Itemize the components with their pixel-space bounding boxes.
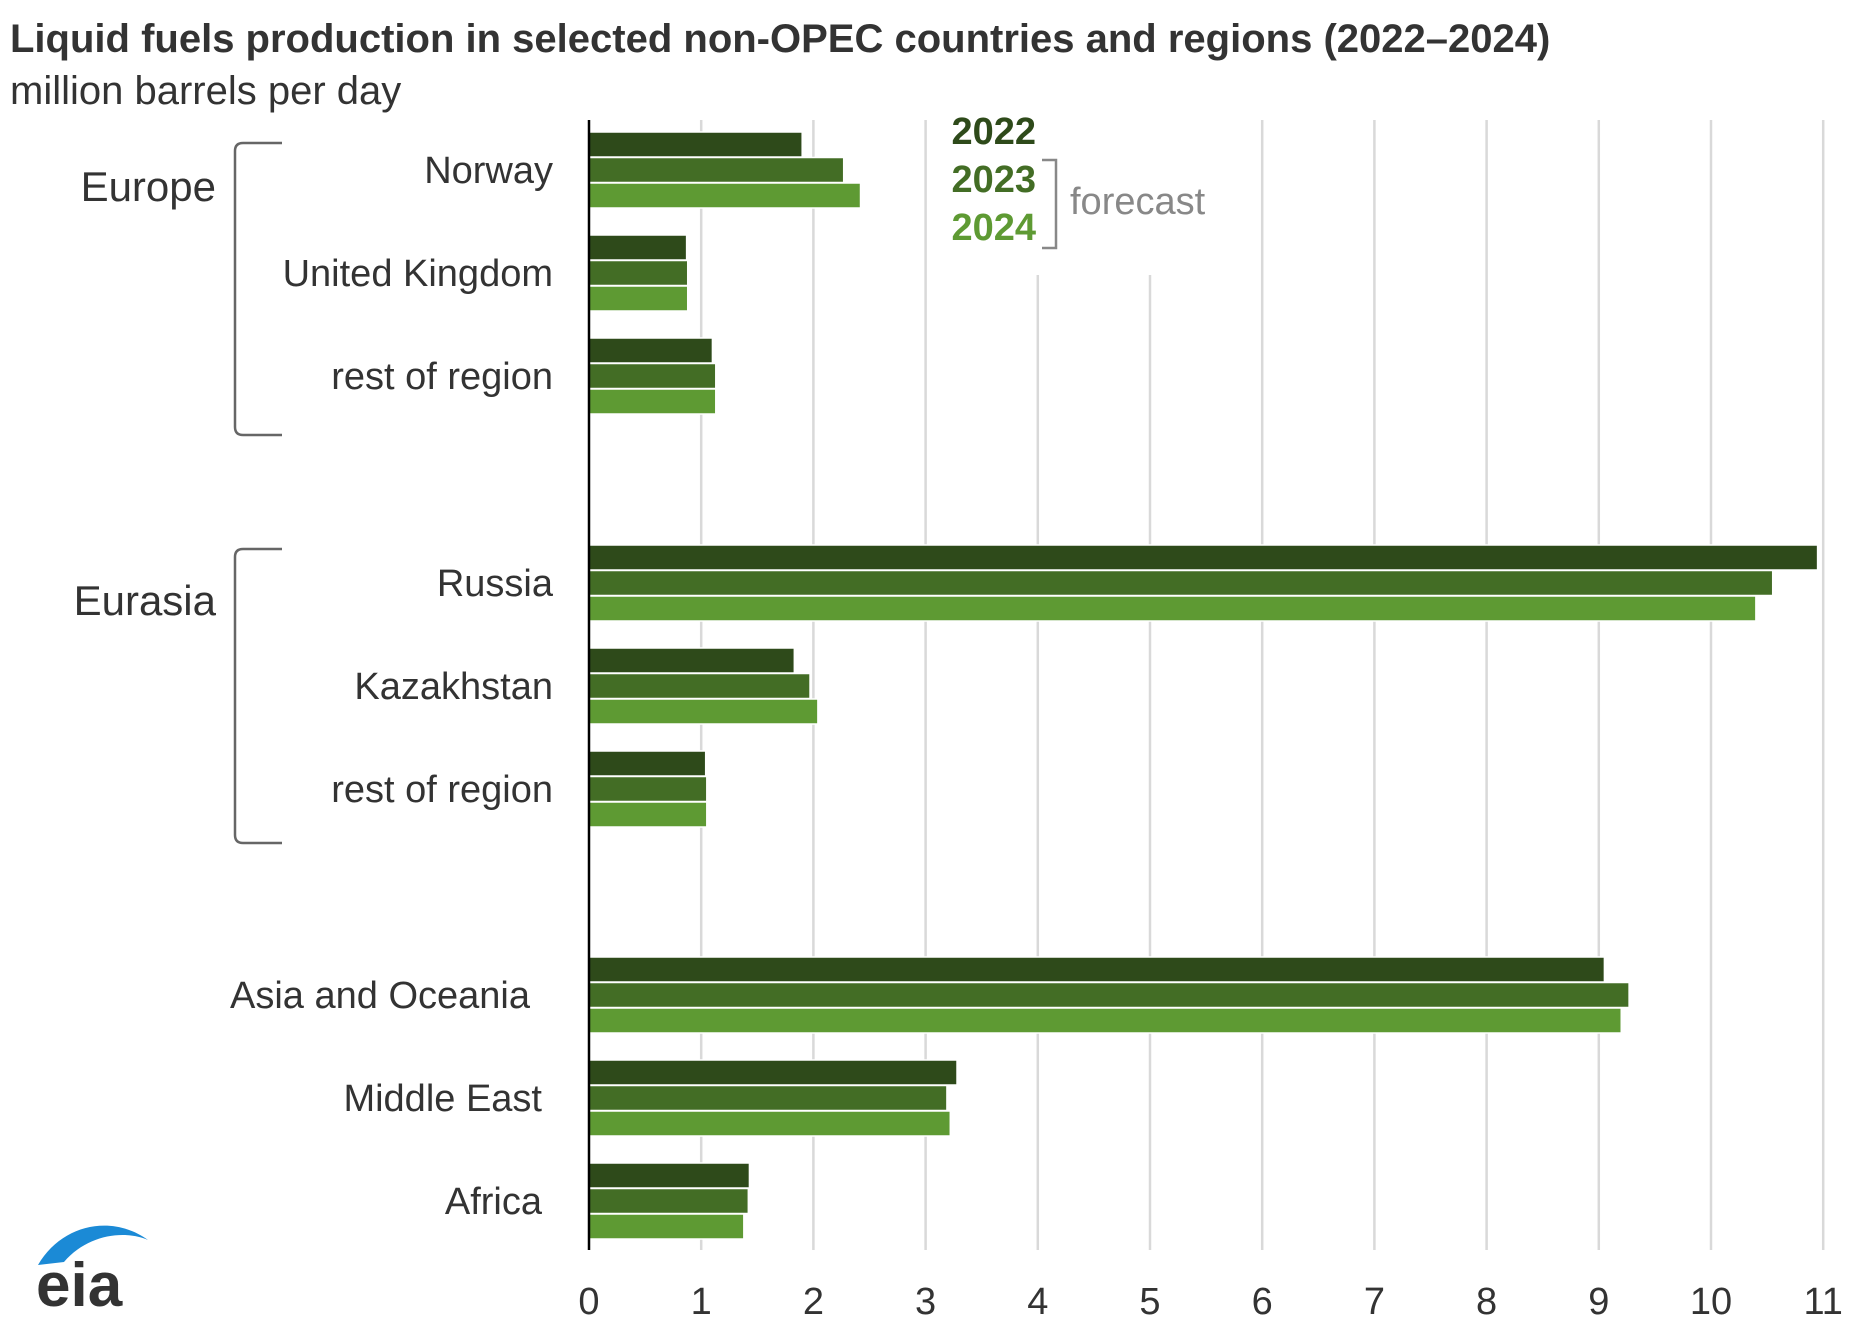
bar-2023 — [588, 1187, 750, 1215]
bar-2022 — [588, 1162, 751, 1189]
x-axis-ticks: 0 1 2 3 4 5 6 7 8 9 10 11 — [578, 1281, 1842, 1323]
bar-2022 — [588, 131, 803, 158]
x-tick-label: 3 — [915, 1281, 936, 1323]
category-label: rest of region — [331, 356, 553, 398]
category-label: Russia — [437, 563, 554, 605]
bar-2024 — [588, 388, 717, 415]
x-tick-label: 1 — [691, 1281, 712, 1323]
eurasia-bracket — [233, 547, 282, 845]
bar-2023 — [588, 259, 689, 287]
bar-2022 — [588, 647, 796, 674]
bar-2023 — [588, 1084, 948, 1112]
bar-2022 — [588, 956, 1606, 983]
category-label: Kazakhstan — [354, 666, 553, 708]
legend-background — [930, 100, 1230, 275]
x-tick-label: 11 — [1803, 1281, 1842, 1323]
x-tick-label: 9 — [1588, 1281, 1609, 1323]
x-tick-label: 7 — [1364, 1281, 1385, 1323]
bar-2024 — [588, 285, 689, 312]
bar-2024 — [588, 1007, 1622, 1034]
category-label: rest of region — [331, 769, 553, 811]
bar-2024 — [588, 698, 819, 725]
bar-2024 — [588, 595, 1757, 622]
bar-2022 — [588, 544, 1819, 571]
x-tick-label: 6 — [1252, 1281, 1273, 1323]
x-tick-label: 2 — [803, 1281, 824, 1323]
x-tick-label: 8 — [1476, 1281, 1497, 1323]
bar-2022 — [588, 1059, 958, 1086]
bar-2023 — [588, 672, 811, 700]
bar-2024 — [588, 182, 862, 209]
category-label: United Kingdom — [283, 253, 553, 295]
eia-logo: eia — [36, 1225, 148, 1320]
chart-title: Liquid fuels production in selected non-… — [10, 17, 1550, 61]
x-tick-label: 4 — [1027, 1281, 1048, 1323]
gridlines — [699, 120, 1825, 1250]
legend-item-2024: 2024 — [951, 207, 1036, 249]
bar-2023 — [588, 775, 708, 803]
eia-logo-swoosh — [38, 1225, 148, 1265]
bar-2022 — [588, 234, 688, 261]
category-label: Africa — [445, 1181, 543, 1223]
legend-item-2023: 2023 — [951, 159, 1036, 201]
forecast-bracket — [1042, 158, 1058, 250]
bar-2023 — [588, 981, 1630, 1009]
x-tick-label: 0 — [578, 1281, 599, 1323]
category-labels: Norway United Kingdom rest of region Russia… — [230, 150, 554, 1223]
category-label: Middle East — [343, 1078, 542, 1120]
x-tick-label: 10 — [1690, 1281, 1732, 1323]
bar-2024 — [588, 1213, 745, 1240]
group-label-europe: Europe — [81, 163, 216, 210]
bar-2023 — [588, 362, 717, 390]
eia-logo-text: eia — [36, 1251, 123, 1320]
forecast-label: forecast — [1070, 181, 1206, 223]
category-label: Norway — [424, 150, 553, 192]
bar-2022 — [588, 337, 714, 364]
chart-subtitle: million barrels per day — [10, 69, 401, 113]
europe-bracket — [233, 141, 282, 437]
group-label-eurasia: Eurasia — [74, 577, 217, 624]
bar-2023 — [588, 156, 845, 184]
legend-item-2022: 2022 — [951, 111, 1036, 153]
bars — [588, 131, 1819, 1240]
category-label: Asia and Oceania — [230, 975, 531, 1017]
x-tick-label: 5 — [1139, 1281, 1160, 1323]
bar-2022 — [588, 750, 707, 777]
bar-2023 — [588, 569, 1774, 597]
bar-2024 — [588, 801, 708, 828]
bar-2024 — [588, 1110, 952, 1137]
